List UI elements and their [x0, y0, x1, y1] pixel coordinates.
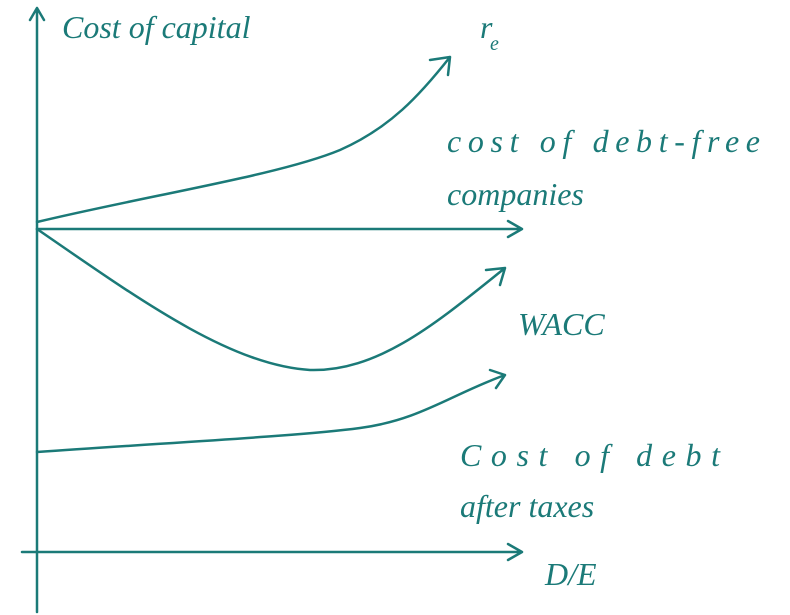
wacc-label: WACC: [518, 306, 605, 342]
debt-free-line: [35, 219, 524, 239]
debt-curve: [35, 368, 507, 454]
re-subscript: e: [490, 33, 499, 55]
wacc-curve: [35, 227, 507, 372]
re-label: r: [480, 9, 493, 45]
x-axis: [20, 542, 524, 562]
debt-label: Cost of debt: [460, 437, 721, 473]
debt-free-label: companies: [447, 176, 584, 212]
y-axis: [28, 6, 46, 614]
re-curve: [35, 55, 452, 224]
debt-label: after taxes: [460, 488, 594, 524]
x-axis-label: D/E: [544, 556, 597, 592]
y-axis-label: Cost of capital: [62, 9, 251, 45]
debt-free-label: cost of debt-free: [447, 123, 760, 159]
